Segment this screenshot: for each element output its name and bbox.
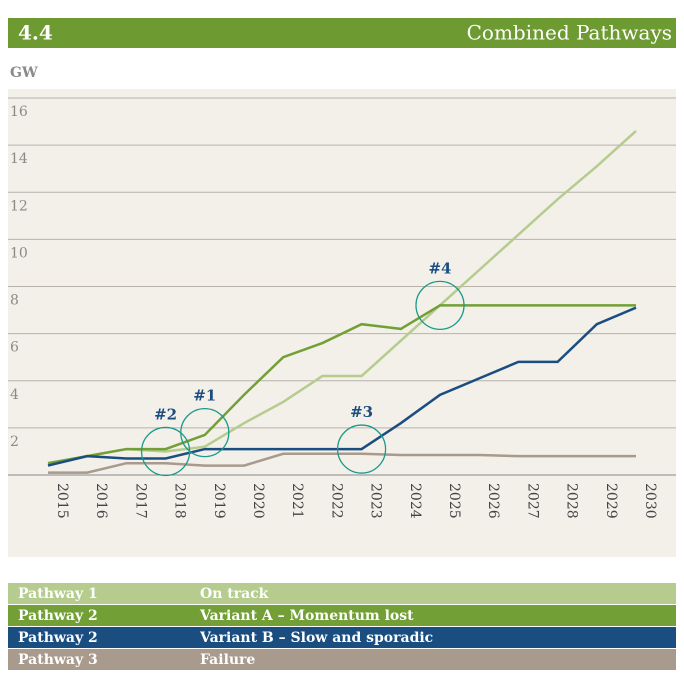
x-tick-label: 2028: [564, 483, 580, 519]
x-tick-label: 2016: [93, 483, 109, 519]
y-tick-label: 6: [10, 340, 19, 356]
x-tick-label: 2025: [446, 483, 462, 519]
annotation-label: #4: [428, 259, 451, 277]
y-tick-label: 14: [10, 151, 28, 167]
x-tick-label: 2026: [485, 483, 501, 519]
x-tick-label: 2029: [603, 483, 619, 519]
annotation-circle: [140, 426, 191, 477]
x-tick-label: 2024: [407, 483, 423, 519]
x-tick-label: 2018: [172, 483, 188, 519]
annotation-circle: [336, 424, 387, 474]
x-tick-label: 2015: [54, 483, 70, 519]
x-tick-label: 2023: [368, 483, 384, 519]
y-tick-label: 10: [10, 245, 28, 261]
legend-row: [8, 649, 676, 670]
legend-pathway: Pathway 2: [18, 608, 98, 624]
x-tick-label: 2030: [642, 483, 658, 519]
y-axis-label: GW: [10, 65, 38, 81]
annotation-label: #1: [193, 387, 216, 405]
y-tick-label: 12: [10, 198, 28, 214]
series-line: [47, 304, 636, 465]
legend-name: On track: [200, 586, 269, 602]
x-tick-label: 2027: [524, 483, 540, 519]
y-tick-label: 2: [10, 434, 19, 450]
header-bar: [8, 18, 676, 48]
legend-row: [8, 627, 676, 648]
legend-row: [8, 583, 676, 604]
x-tick-label: 2020: [250, 483, 266, 519]
x-tick-label: 2017: [132, 483, 148, 519]
y-tick-label: 8: [10, 293, 19, 309]
annotation-label: #3: [350, 403, 373, 421]
x-tick-label: 2021: [289, 483, 305, 519]
annotation-circle: [415, 280, 465, 331]
chart-title: Combined Pathways: [467, 21, 672, 45]
series-line: [48, 452, 636, 474]
plot-background: [8, 89, 676, 557]
legend-name: Failure: [200, 652, 255, 668]
y-tick-label: 16: [10, 104, 28, 120]
x-tick-label: 2022: [328, 483, 344, 519]
legend-pathway: Pathway 3: [18, 652, 98, 668]
x-tick-label: 2019: [211, 483, 227, 519]
legend-pathway: Pathway 1: [18, 586, 98, 602]
figure-number: 4.4: [18, 21, 53, 45]
legend-pathway: Pathway 2: [18, 630, 98, 646]
legend-row: [8, 605, 676, 626]
legend-name: Variant B – Slow and sporadic: [199, 630, 433, 646]
series-line: [47, 306, 637, 467]
y-tick-label: 4: [10, 387, 19, 403]
annotation-label: #2: [154, 405, 177, 423]
legend-name: Variant A – Momentum lost: [199, 608, 414, 624]
